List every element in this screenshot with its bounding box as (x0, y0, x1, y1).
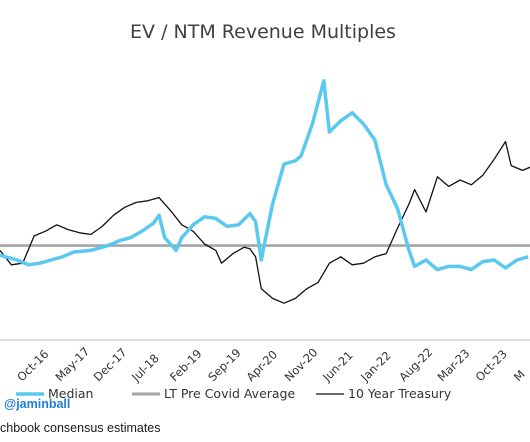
chart-title: EV / NTM Revenue Multiples (130, 21, 396, 43)
source-note: chbook consensus estimates (0, 421, 161, 435)
x-tick-label: Jan-22 (357, 348, 393, 384)
author-handle[interactable]: @jaminball (4, 397, 71, 411)
plot-area (0, 79, 530, 304)
x-tick-label: Jun-21 (319, 348, 356, 385)
x-tick-label: Nov-20 (282, 345, 321, 384)
x-tick-label: Mar-23 (434, 346, 472, 384)
x-tick-label: Oct-16 (14, 347, 51, 384)
x-tick-label: Aug-22 (396, 345, 435, 384)
x-tick-label: M (511, 367, 528, 384)
x-tick-label: Jul-18 (128, 351, 162, 385)
x-tick-label: Sep-19 (205, 346, 244, 385)
legend: Median LT Pre Covid Average 10 Year Treasu… (16, 386, 452, 401)
series-line-median (0, 79, 529, 272)
x-tick-label: Feb-19 (167, 347, 205, 385)
legend-label: Median (48, 386, 93, 401)
series-line-treasury (0, 140, 530, 304)
x-tick-label: May-17 (52, 344, 92, 384)
x-tick-label: Dec-17 (91, 345, 130, 384)
legend-label: 10 Year Treasury (348, 386, 452, 401)
legend-label: LT Pre Covid Average (164, 386, 295, 401)
x-tick-label: Oct-23 (473, 347, 510, 384)
x-tick-label: Apr-20 (243, 347, 280, 384)
